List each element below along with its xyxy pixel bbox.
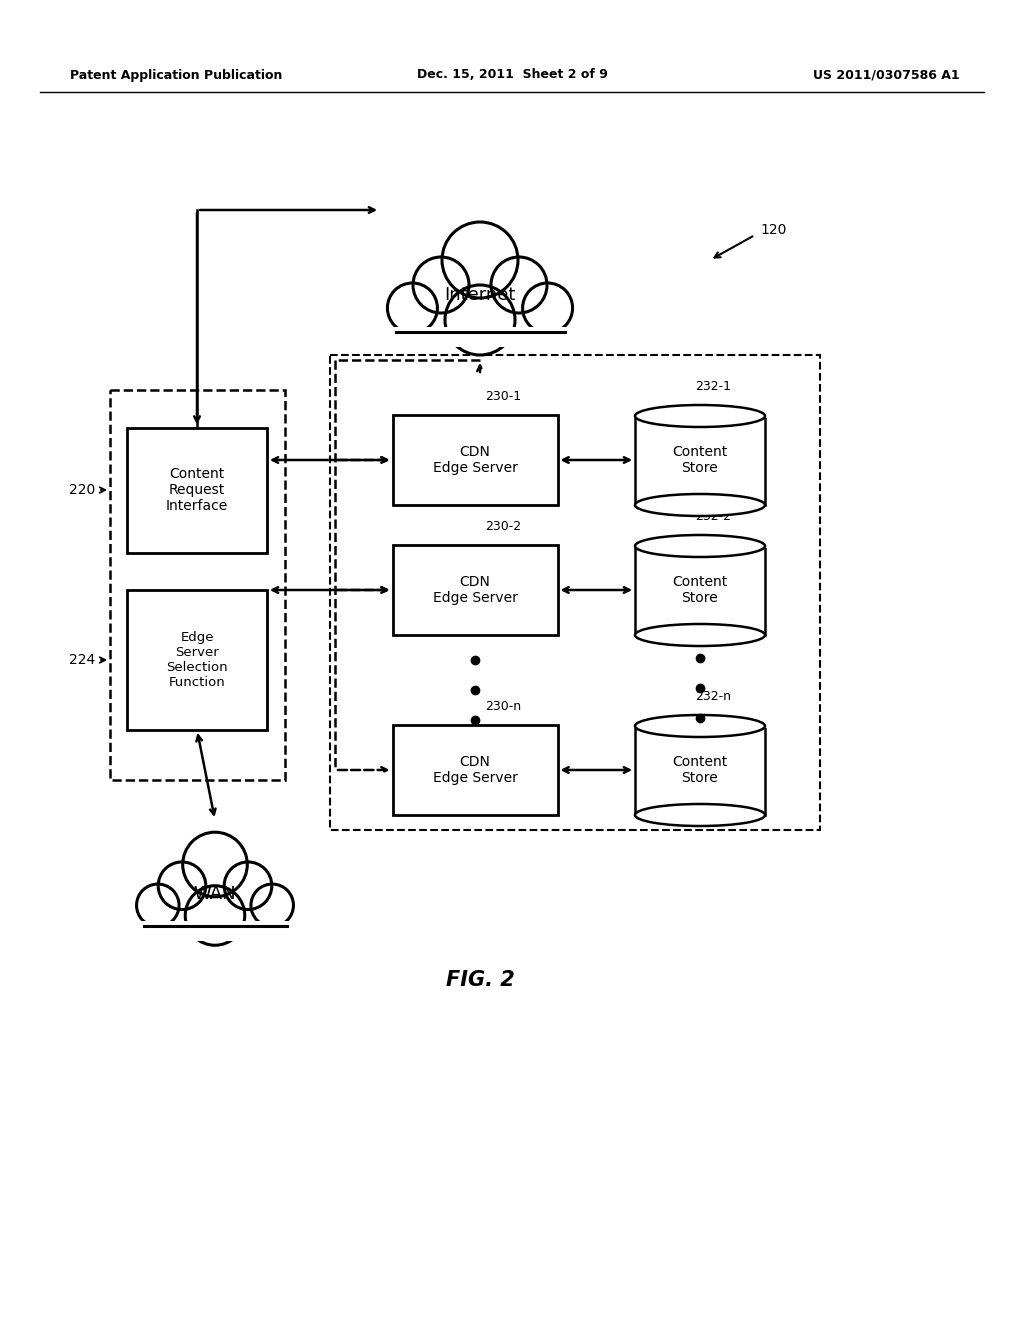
Bar (127, 428, 267, 553)
Bar (392, 545, 557, 635)
Text: Dec. 15, 2011  Sheet 2 of 9: Dec. 15, 2011 Sheet 2 of 9 (417, 69, 607, 82)
Ellipse shape (185, 886, 245, 945)
Ellipse shape (224, 862, 271, 909)
Bar (110, 389, 285, 780)
Ellipse shape (136, 884, 179, 927)
Bar (635, 726, 765, 814)
Ellipse shape (635, 535, 765, 557)
Ellipse shape (490, 257, 547, 313)
Text: CDN
Edge Server: CDN Edge Server (432, 576, 517, 605)
Text: CDN
Edge Server: CDN Edge Server (432, 755, 517, 785)
Text: Patent Application Publication: Patent Application Publication (70, 69, 283, 82)
Bar (383, 327, 578, 347)
Bar (127, 590, 267, 730)
Ellipse shape (413, 257, 469, 313)
Ellipse shape (445, 285, 515, 355)
Ellipse shape (635, 804, 765, 826)
Ellipse shape (182, 832, 248, 896)
Ellipse shape (387, 282, 437, 333)
Text: Content
Store: Content Store (673, 445, 728, 475)
Text: 120: 120 (760, 223, 786, 238)
Text: Internet: Internet (444, 286, 516, 304)
Bar (392, 725, 557, 814)
Ellipse shape (635, 494, 765, 516)
Text: 232-n: 232-n (695, 690, 731, 704)
Text: CDN
Edge Server: CDN Edge Server (432, 445, 517, 475)
Ellipse shape (158, 862, 206, 909)
Ellipse shape (635, 624, 765, 645)
Text: 232-1: 232-1 (695, 380, 731, 393)
Bar (635, 546, 765, 635)
Ellipse shape (442, 222, 518, 298)
Text: Edge
Server
Selection
Function: Edge Server Selection Function (166, 631, 227, 689)
Ellipse shape (635, 405, 765, 426)
Ellipse shape (635, 715, 765, 737)
Text: FIG. 2: FIG. 2 (445, 970, 514, 990)
Bar (330, 355, 820, 830)
Text: Content
Request
Interface: Content Request Interface (166, 467, 228, 513)
Text: US 2011/0307586 A1: US 2011/0307586 A1 (813, 69, 961, 82)
Bar (132, 921, 298, 941)
Text: 230-n: 230-n (485, 701, 521, 714)
Text: 230-1: 230-1 (485, 391, 521, 404)
Text: 230-2: 230-2 (485, 520, 521, 533)
Text: 232-2: 232-2 (695, 511, 731, 524)
Text: Content
Store: Content Store (673, 576, 728, 605)
Text: 220: 220 (69, 483, 95, 498)
Ellipse shape (251, 884, 294, 927)
Text: WAN: WAN (194, 886, 237, 903)
Text: Content
Store: Content Store (673, 755, 728, 785)
Bar (392, 414, 557, 506)
Text: 224: 224 (69, 653, 95, 667)
Ellipse shape (522, 282, 572, 333)
Bar (635, 416, 765, 506)
